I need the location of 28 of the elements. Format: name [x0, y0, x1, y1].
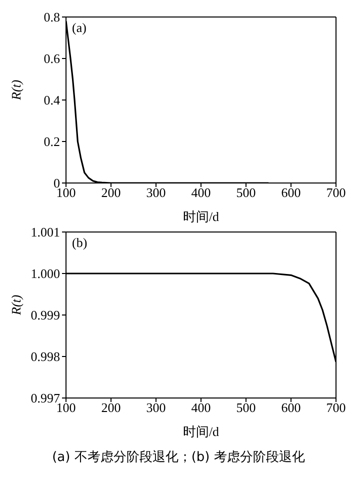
text: (a) 不考虑分阶段退化；(b) 考虑分阶段退化	[51, 449, 306, 466]
y-tick-label: 0.6	[44, 51, 60, 66]
y-tick-label: 1.000	[30, 266, 60, 282]
y-tick-label: 0.4	[44, 92, 60, 108]
x-tick-label: 100	[56, 400, 76, 416]
chart-title: (b)	[72, 235, 88, 251]
x-tick-label: 200	[101, 185, 121, 200]
y-tick-label: 0.8	[44, 10, 60, 25]
x-tick-label: 500	[236, 400, 256, 416]
y-tick-label: 0.2	[44, 134, 60, 150]
x-tick-label: 200	[101, 400, 121, 416]
x-tick-label: 500	[236, 185, 256, 200]
y-tick-label: 1.001	[30, 224, 60, 240]
x-tick-label: 400	[191, 185, 211, 200]
y-axis-title: R(t)	[8, 80, 24, 101]
x-axis-title: 时间/d	[182, 209, 220, 224]
x-tick-label: 600	[281, 185, 301, 200]
x-axis-title: 时间/d	[182, 424, 220, 439]
y-axis-title: R(t)	[8, 294, 24, 316]
x-tick-label: 400	[191, 400, 211, 416]
x-tick-label: 600	[281, 400, 301, 416]
chart-title: (a)	[72, 20, 86, 36]
x-tick-label: 300	[146, 400, 166, 416]
x-tick-label: 700	[326, 185, 346, 200]
y-tick-label: 0.999	[30, 308, 60, 323]
y-tick-label: 0.998	[30, 349, 60, 364]
x-tick-label: 300	[146, 185, 166, 200]
x-tick-label: 700	[326, 400, 346, 416]
